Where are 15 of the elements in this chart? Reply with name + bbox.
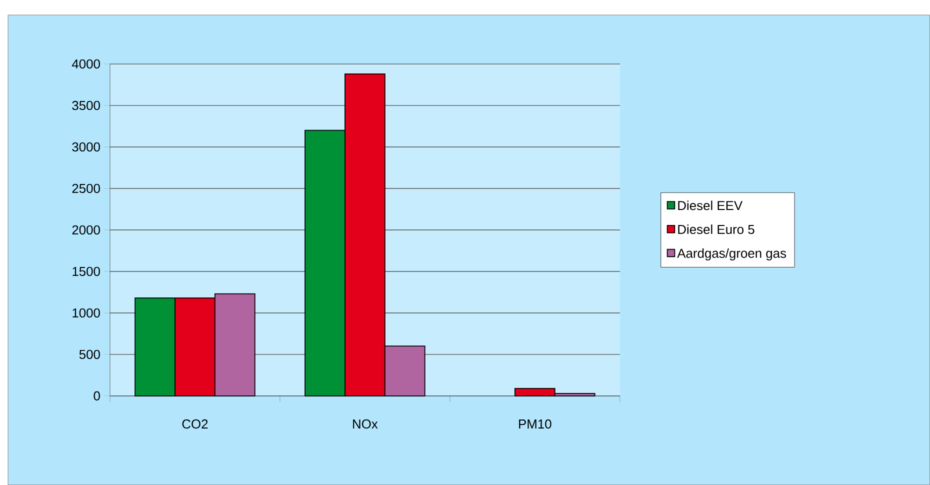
legend-label: Diesel EEV — [678, 200, 743, 210]
x-tick-label: NOx — [353, 419, 378, 429]
legend-label: Aardgas/groen gas — [677, 248, 786, 260]
legend-label: Diesel Euro 5 — [678, 224, 754, 234]
y-tick-label: 1000 — [72, 308, 100, 318]
y-tick-label: 3000 — [72, 142, 100, 152]
y-tick-label: 500 — [79, 350, 100, 359]
y-tick-label: 2500 — [72, 184, 100, 193]
y-tick-label: 0 — [94, 391, 100, 400]
y-tick-label: 1500 — [72, 266, 100, 276]
y-tick-label: 3500 — [72, 100, 100, 110]
x-tick-label: CO2 — [182, 419, 208, 429]
y-tick-label: 4000 — [72, 59, 100, 69]
y-tick-label: 2000 — [72, 225, 100, 234]
x-tick-label: PM10 — [519, 419, 552, 429]
